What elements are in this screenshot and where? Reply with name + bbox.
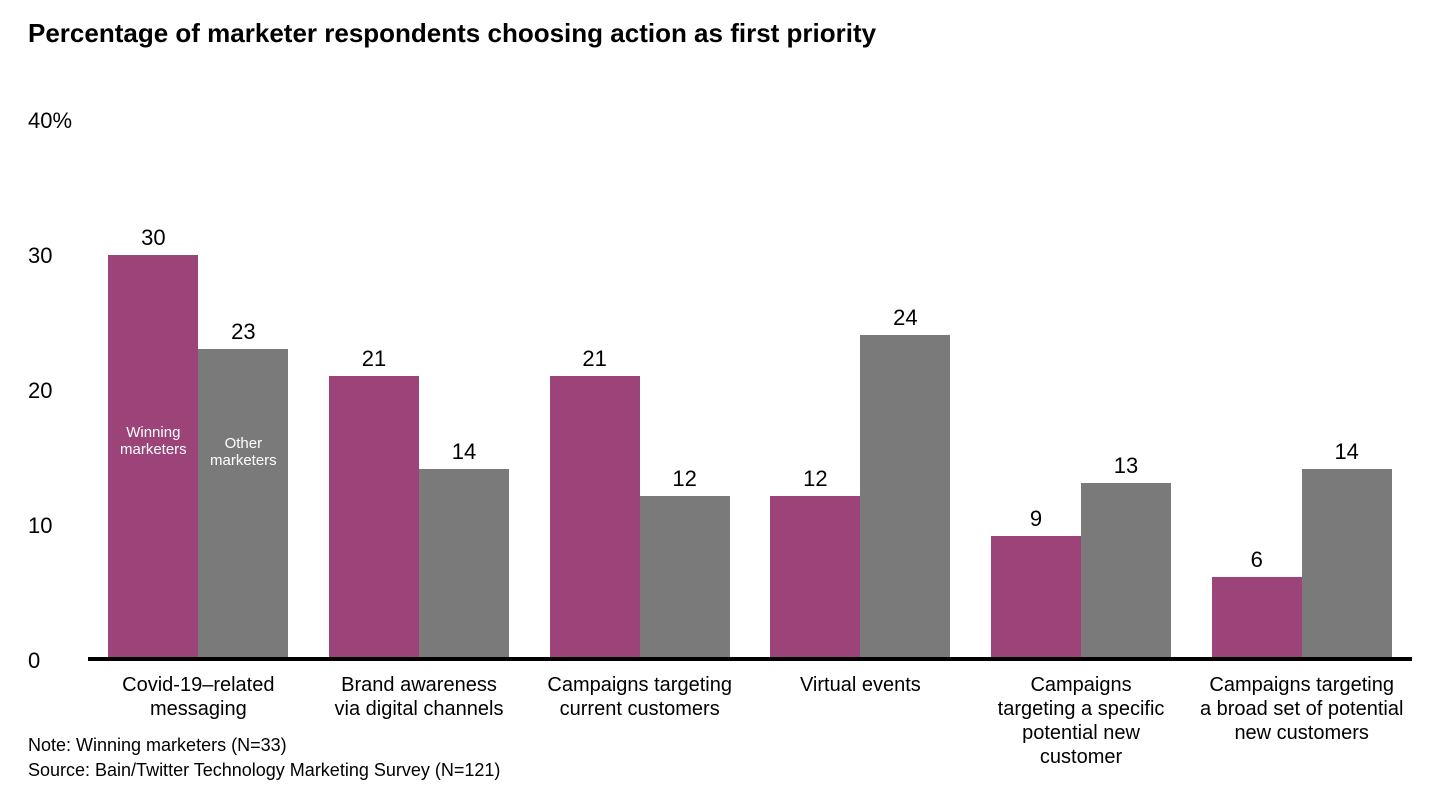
bar-other: 13 bbox=[1081, 483, 1171, 657]
bar-group: 913 bbox=[971, 121, 1192, 657]
bar-value-label: 24 bbox=[860, 305, 950, 331]
bar-slot: 12 bbox=[770, 121, 860, 657]
bar-value-label: 12 bbox=[640, 466, 730, 492]
bar-pair: 2112 bbox=[550, 121, 730, 657]
bar-group: 614 bbox=[1191, 121, 1412, 657]
y-tick: 20 bbox=[28, 378, 82, 404]
bar-slot: 12 bbox=[640, 121, 730, 657]
bar-value-label: 21 bbox=[550, 346, 640, 372]
bar-value-label: 14 bbox=[419, 439, 509, 465]
y-tick: 40% bbox=[28, 108, 82, 134]
bar-other: 14 bbox=[419, 469, 509, 657]
series-label-winning: Winningmarketers bbox=[108, 424, 198, 459]
bar-other: 23Othermarketers bbox=[198, 349, 288, 657]
bar-pair: 614 bbox=[1212, 121, 1392, 657]
y-axis: 010203040% bbox=[28, 121, 88, 661]
bar-slot: 30 Winningmarketers bbox=[108, 121, 198, 657]
bar-value-label: 6 bbox=[1212, 547, 1302, 573]
x-category-label: Virtual events bbox=[750, 673, 971, 769]
bar-pair: 913 bbox=[991, 121, 1171, 657]
bar-slot: 24 bbox=[860, 121, 950, 657]
bar-winning: 9 bbox=[991, 536, 1081, 657]
bar-value-label: 21 bbox=[329, 346, 419, 372]
bar-value-label: 30 bbox=[108, 225, 198, 251]
x-category-label: Campaigns targetingcurrent customers bbox=[529, 673, 750, 769]
bar-other: 24 bbox=[860, 335, 950, 657]
series-label-other: Othermarketers bbox=[198, 435, 288, 470]
y-tick: 10 bbox=[28, 513, 82, 539]
footnotes: Note: Winning marketers (N=33) Source: B… bbox=[28, 733, 500, 782]
bar-slot: 21 bbox=[329, 121, 419, 657]
bar-slot: 23 Othermarketers bbox=[198, 121, 288, 657]
bar-winning: 21 bbox=[550, 376, 640, 657]
bar-slot: 14 bbox=[419, 121, 509, 657]
y-tick: 0 bbox=[28, 648, 82, 674]
bar-groups: 30Winningmarketers23Othermarketers211421… bbox=[88, 121, 1412, 657]
x-category-label: Campaigns targetinga broad set of potent… bbox=[1191, 673, 1412, 769]
bar-group: 1224 bbox=[750, 121, 971, 657]
plot-area: 30Winningmarketers23Othermarketers211421… bbox=[88, 121, 1412, 661]
chart: 010203040% 30Winningmarketers23Othermark… bbox=[28, 121, 1412, 661]
x-category-label: Campaignstargeting a specificpotential n… bbox=[971, 673, 1192, 769]
chart-title: Percentage of marketer respondents choos… bbox=[28, 18, 1412, 49]
footnote-note: Note: Winning marketers (N=33) bbox=[28, 733, 500, 757]
bar-group: 30 Winningmarketers 23 Othermarketers bbox=[88, 121, 309, 657]
bar-value-label: 13 bbox=[1081, 453, 1171, 479]
bar-slot: 14 bbox=[1302, 121, 1392, 657]
bar-other: 12 bbox=[640, 496, 730, 657]
bar-other: 14 bbox=[1302, 469, 1392, 657]
bar-pair: 2114 bbox=[329, 121, 509, 657]
bar-slot: 6 bbox=[1212, 121, 1302, 657]
footnote-source: Source: Bain/Twitter Technology Marketin… bbox=[28, 758, 500, 782]
bar-pair: 1224 bbox=[770, 121, 950, 657]
bar-slot: 9 bbox=[991, 121, 1081, 657]
bar-value-label: 12 bbox=[770, 466, 860, 492]
bar-winning: 12 bbox=[770, 496, 860, 657]
bar-slot: 21 bbox=[550, 121, 640, 657]
bar-value-label: 23 bbox=[198, 319, 288, 345]
y-tick: 30 bbox=[28, 243, 82, 269]
bar-pair: 30 Winningmarketers 23 Othermarketers bbox=[108, 121, 288, 657]
bar-value-label: 9 bbox=[991, 506, 1081, 532]
bar-group: 2114 bbox=[309, 121, 530, 657]
bar-group: 2112 bbox=[529, 121, 750, 657]
bar-winning: 6 bbox=[1212, 577, 1302, 657]
bar-slot: 13 bbox=[1081, 121, 1171, 657]
bar-value-label: 14 bbox=[1302, 439, 1392, 465]
bar-winning: 21 bbox=[329, 376, 419, 657]
bar-winning: 30Winningmarketers bbox=[108, 255, 198, 657]
